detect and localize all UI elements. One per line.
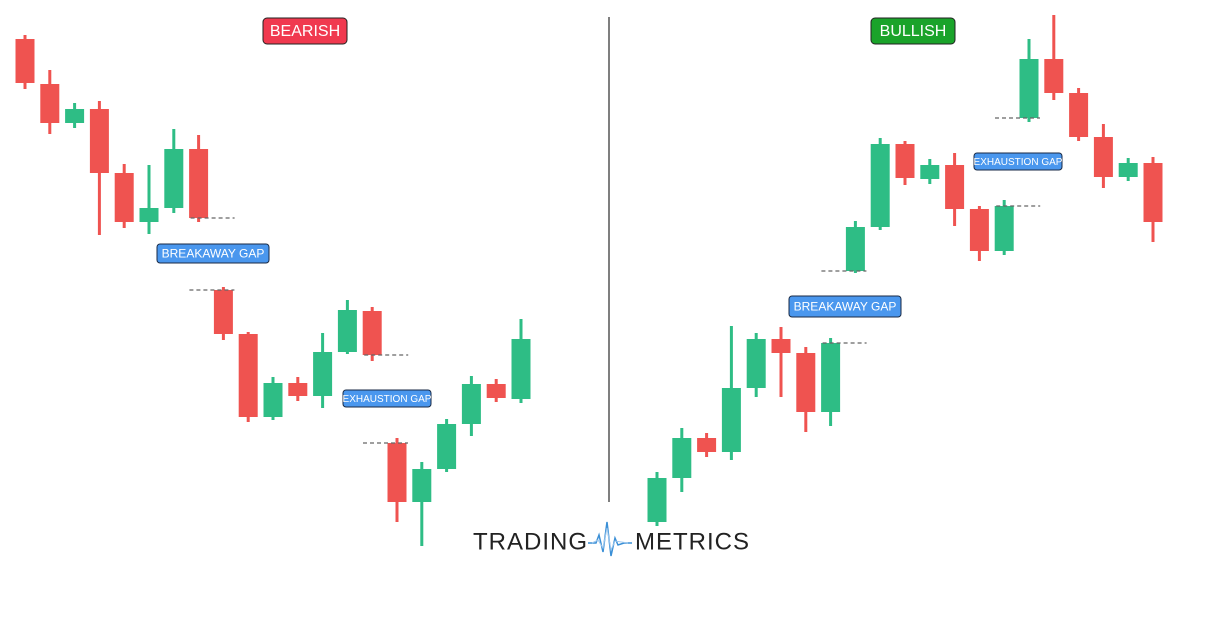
- candle-body: [1143, 163, 1163, 222]
- logo-icon-shadow: [591, 527, 629, 552]
- candle-body: [796, 353, 816, 412]
- candle-body: [139, 208, 159, 222]
- candle-body: [721, 388, 741, 452]
- title-badge: [262, 17, 348, 45]
- candle-body: [288, 383, 308, 396]
- candle-body: [65, 109, 85, 123]
- chart-title: BEARISH: [270, 23, 340, 40]
- candle-body: [1069, 93, 1089, 137]
- candle-body: [945, 165, 965, 209]
- logo-right: METRICS: [635, 528, 750, 555]
- candle-body: [672, 438, 692, 478]
- candle-body: [213, 290, 233, 334]
- annotation: BREAKAWAY GAP: [794, 300, 897, 314]
- candle-body: [40, 84, 60, 123]
- candle-body: [362, 311, 382, 355]
- candle-body: [114, 173, 134, 222]
- candle-body: [189, 149, 209, 218]
- annotation: EXHAUSTION GAP: [974, 157, 1063, 168]
- candle-body: [164, 149, 184, 208]
- candle-body: [1019, 59, 1039, 118]
- candle-body: [313, 352, 333, 396]
- candle-body: [486, 384, 506, 398]
- candle-body: [263, 383, 283, 417]
- candle-body: [511, 339, 531, 399]
- annotation-box: [973, 152, 1063, 171]
- annotation-box: [342, 389, 432, 408]
- candle-body: [771, 339, 791, 353]
- candle-body: [920, 165, 940, 179]
- candle-body: [1118, 163, 1138, 177]
- candle-body: [437, 424, 457, 469]
- candle-body: [697, 438, 717, 452]
- candle-body: [15, 39, 35, 83]
- candle-body: [1093, 137, 1113, 177]
- candle-body: [994, 206, 1014, 251]
- annotation-box: [156, 243, 270, 264]
- candle-body: [647, 478, 667, 522]
- candle-body: [1044, 59, 1064, 93]
- chart-title: BULLISH: [880, 23, 947, 40]
- candle-body: [746, 339, 766, 388]
- candle-body: [89, 109, 109, 173]
- logo-icon: [588, 521, 632, 557]
- candle-body: [412, 469, 432, 502]
- candle-body: [895, 144, 915, 178]
- candle-body: [845, 227, 865, 271]
- annotation: EXHAUSTION GAP: [343, 394, 432, 405]
- logo-left: TRADING: [473, 528, 588, 555]
- candle-body: [337, 310, 357, 352]
- candle-body: [238, 334, 258, 417]
- annotation: BREAKAWAY GAP: [162, 247, 265, 261]
- candle-body: [461, 384, 481, 424]
- candle-body: [387, 443, 407, 502]
- candle-body: [821, 343, 841, 412]
- candle-body: [870, 144, 890, 227]
- annotation-box: [788, 295, 902, 318]
- candle-body: [969, 209, 989, 251]
- title-badge: [870, 17, 956, 45]
